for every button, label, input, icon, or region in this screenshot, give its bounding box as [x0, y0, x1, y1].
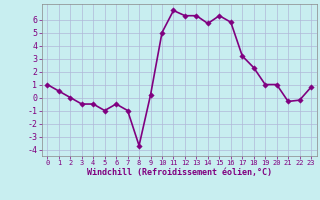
X-axis label: Windchill (Refroidissement éolien,°C): Windchill (Refroidissement éolien,°C) [87, 168, 272, 177]
